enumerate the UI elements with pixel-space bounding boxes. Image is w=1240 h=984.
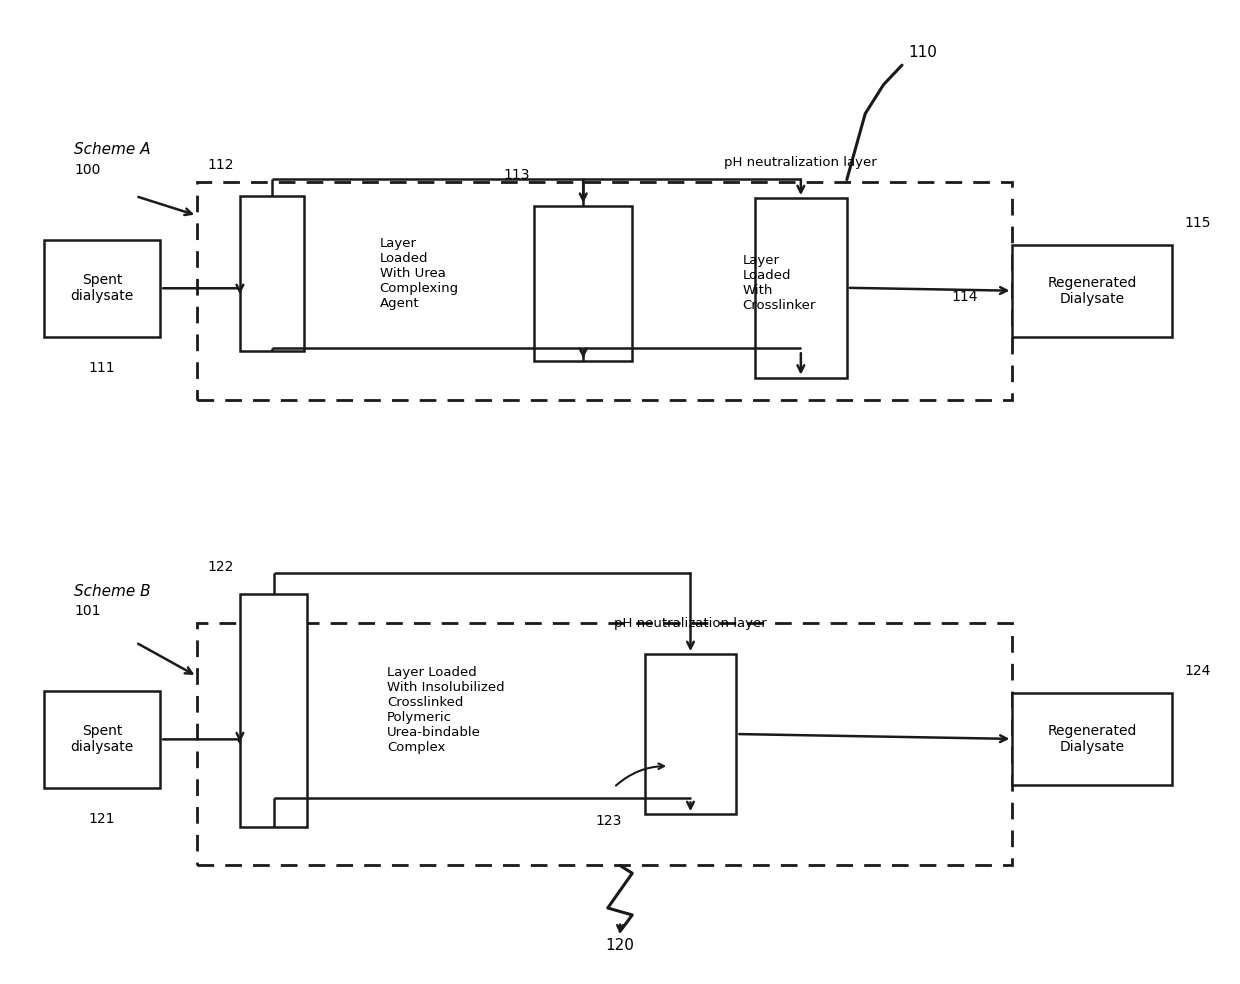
Text: 100: 100 (74, 162, 100, 177)
Text: Spent
dialysate: Spent dialysate (71, 724, 134, 755)
Bar (239, 196, 304, 351)
Text: Regenerated
Dialysate: Regenerated Dialysate (1048, 724, 1137, 754)
Text: Regenerated
Dialysate: Regenerated Dialysate (1048, 276, 1137, 306)
Text: 101: 101 (74, 604, 100, 618)
Bar (645, 654, 737, 814)
Text: Spent
dialysate: Spent dialysate (71, 274, 134, 303)
Text: 124: 124 (1184, 664, 1210, 678)
Text: 110: 110 (908, 45, 937, 60)
Text: 120: 120 (605, 939, 635, 953)
Bar (239, 594, 308, 827)
Text: 112: 112 (207, 157, 234, 172)
Bar (1012, 245, 1172, 337)
Bar (755, 198, 847, 378)
Text: 111: 111 (88, 361, 115, 375)
Bar (43, 691, 160, 788)
Text: 113: 113 (503, 167, 529, 182)
Text: 123: 123 (595, 815, 621, 829)
Text: Layer
Loaded
With Urea
Complexing
Agent: Layer Loaded With Urea Complexing Agent (379, 237, 459, 310)
Bar (534, 206, 632, 361)
Text: 122: 122 (207, 561, 234, 575)
Text: Layer
Loaded
With
Crosslinker: Layer Loaded With Crosslinker (743, 255, 816, 313)
Text: pH neutralization layer: pH neutralization layer (724, 155, 877, 169)
Text: 115: 115 (1184, 216, 1210, 230)
Text: pH neutralization layer: pH neutralization layer (614, 617, 766, 630)
Text: 121: 121 (89, 812, 115, 827)
Bar (1012, 693, 1172, 785)
Text: 114: 114 (951, 290, 977, 304)
Bar (43, 240, 160, 337)
Text: Scheme B: Scheme B (74, 584, 151, 598)
Bar (197, 623, 1012, 866)
Text: Layer Loaded
With Insolubilized
Crosslinked
Polymeric
Urea-bindable
Complex: Layer Loaded With Insolubilized Crosslin… (387, 666, 505, 755)
Text: Scheme A: Scheme A (74, 143, 151, 157)
Bar (197, 182, 1012, 400)
